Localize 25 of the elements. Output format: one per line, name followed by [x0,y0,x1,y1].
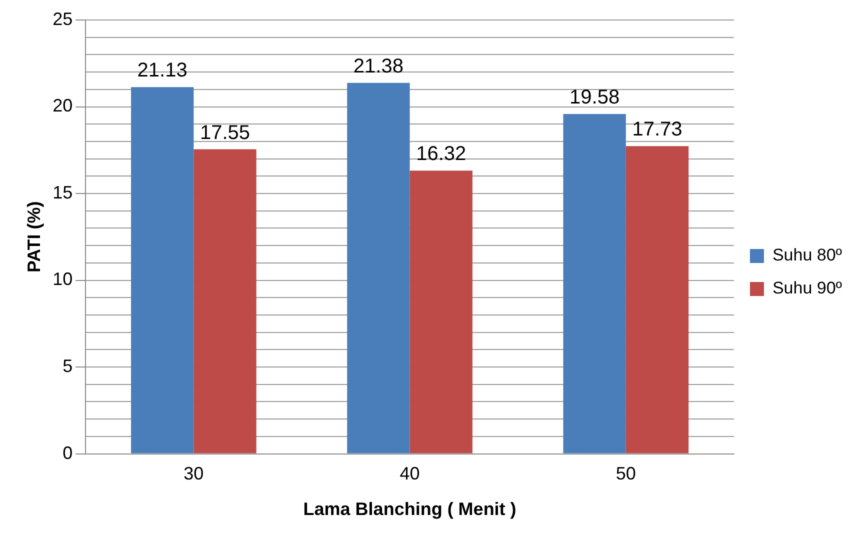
bar [410,170,472,454]
y-tick-label: 25 [52,8,73,29]
bar [347,82,410,454]
x-tick-label: 30 [184,464,204,484]
x-tick-label: 40 [400,464,420,484]
legend-label: Suhu 80º [772,246,842,265]
y-tick-label: 0 [62,442,73,463]
x-tick-label: 50 [616,464,636,484]
y-tick-label: 15 [52,182,73,202]
y-tick-label: 10 [52,269,73,290]
data-label: 17.73 [632,118,682,141]
bar [626,146,689,454]
data-label: 16.32 [416,143,466,166]
x-axis-title: Lama Blanching ( Menit ) [303,499,516,520]
legend-label: Suhu 90º [772,278,842,298]
y-tick-label: 5 [62,356,73,376]
y-axis-title: PATI (%) [24,201,44,273]
bar [131,87,194,454]
data-label: 21.38 [353,55,404,78]
bar [563,114,626,454]
data-label: 19.58 [570,86,620,109]
data-label: 17.55 [200,122,250,144]
bar [194,149,256,454]
data-label: 21.13 [137,60,188,82]
y-tick-label: 20 [52,96,73,116]
